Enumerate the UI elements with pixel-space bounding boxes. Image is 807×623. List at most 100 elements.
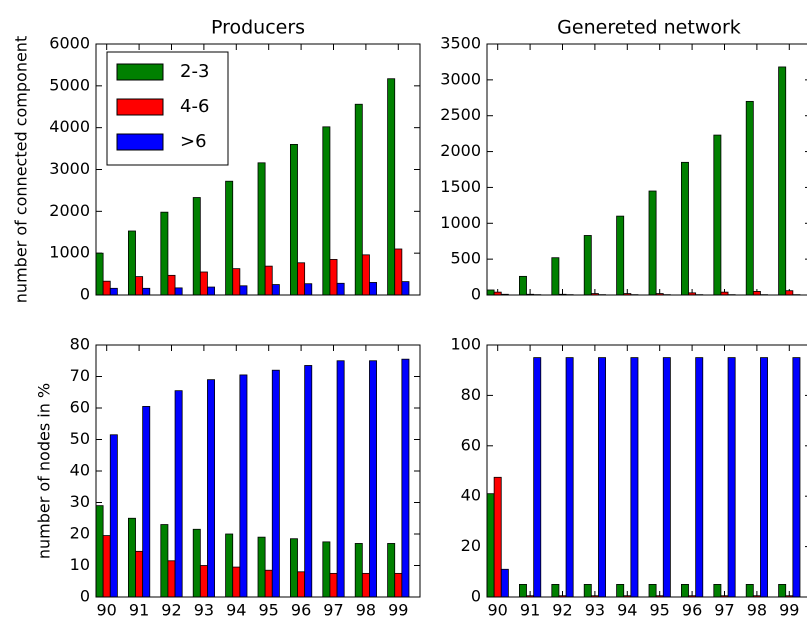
y-tick-label: 4000 [49,117,90,136]
bar [387,78,396,296]
y-tick-label: 3500 [440,34,481,53]
bar [486,289,495,296]
legend: 2-3 4-6 >6 [106,51,229,166]
bar [493,476,502,598]
chart-title: Producers [211,17,305,39]
bar [232,268,241,296]
legend-swatch [116,98,164,116]
bar [264,569,273,598]
bar [745,584,754,598]
bar [135,550,144,598]
bar [681,584,689,598]
bar [533,357,542,598]
x-tick-label: 94 [617,601,637,620]
bar [322,126,331,296]
x-tick-label: 95 [259,601,279,620]
bar [369,282,377,296]
y-tick-label: 30 [70,492,90,511]
y-tick-label: 5000 [49,75,90,94]
y-tick-label: 6000 [49,34,90,53]
y-tick-label: 80 [461,385,481,404]
bar [713,584,722,598]
bar [174,390,183,598]
legend-swatch [116,63,164,81]
bar [167,560,176,598]
y-tick-label: 40 [70,461,90,480]
bar [785,290,794,296]
bar [239,374,248,598]
bar [102,535,111,598]
y-tick-label: 60 [461,435,481,454]
bar [297,571,306,598]
bar [394,248,403,296]
bar [760,357,768,598]
y-tick-label: 1500 [440,177,481,196]
bar [109,287,118,296]
axes-frame [486,344,807,598]
x-tick-label: 96 [682,601,702,620]
legend-label: 2-3 [180,61,209,82]
x-tick-label: 92 [161,601,181,620]
bar [551,584,560,598]
x-tick-label: 91 [129,601,149,620]
bar [336,360,345,598]
bar [127,517,136,598]
bar [95,252,104,296]
y-tick-label: 3000 [440,69,481,88]
bar [500,568,509,598]
bar [207,379,215,598]
y-tick-label: 500 [450,249,481,268]
bar [519,584,527,598]
bar [630,357,639,598]
bar [264,265,273,296]
bar [583,235,592,296]
bar [304,283,313,296]
y-tick-label: 20 [461,536,481,555]
axes-frame [486,43,807,296]
x-tick-label: 98 [747,601,767,620]
bar [135,276,144,296]
y-tick-label: 1000 [440,213,481,232]
bar [199,565,208,598]
bar [329,572,338,598]
bar [167,274,176,296]
y-tick-label: 1000 [49,243,90,262]
y-tick-label: 0 [80,587,90,606]
y-tick-label: 70 [70,366,90,385]
bar [361,572,370,598]
bar [361,254,370,296]
bar [616,215,625,296]
bar [95,505,104,598]
bar [598,357,606,598]
bar [192,197,201,296]
y-tick-label: 40 [461,486,481,505]
x-tick-label: 98 [356,601,376,620]
y-tick-label: 100 [450,335,481,354]
legend-label: >6 [180,131,207,152]
bar [257,536,266,598]
y-tick-label: 0 [80,285,90,304]
bar [369,360,377,598]
bar [304,365,313,598]
bar [329,259,338,296]
bar [297,262,306,296]
bar [207,286,215,296]
bar [271,284,280,296]
y-tick-label: 2500 [440,105,481,124]
bar [616,584,625,598]
bar [662,357,671,598]
x-tick-label: 93 [194,601,214,620]
bar [565,357,574,598]
bar [401,281,410,296]
legend-swatch [116,133,164,151]
bar [289,538,298,598]
x-tick-label: 92 [552,601,572,620]
bar [354,543,363,598]
bar [192,528,201,598]
legend-label: 4-6 [180,96,209,117]
bar [271,369,280,598]
bar [583,584,592,598]
x-tick-label: 90 [97,601,117,620]
bar [127,230,136,296]
bar [174,287,183,296]
